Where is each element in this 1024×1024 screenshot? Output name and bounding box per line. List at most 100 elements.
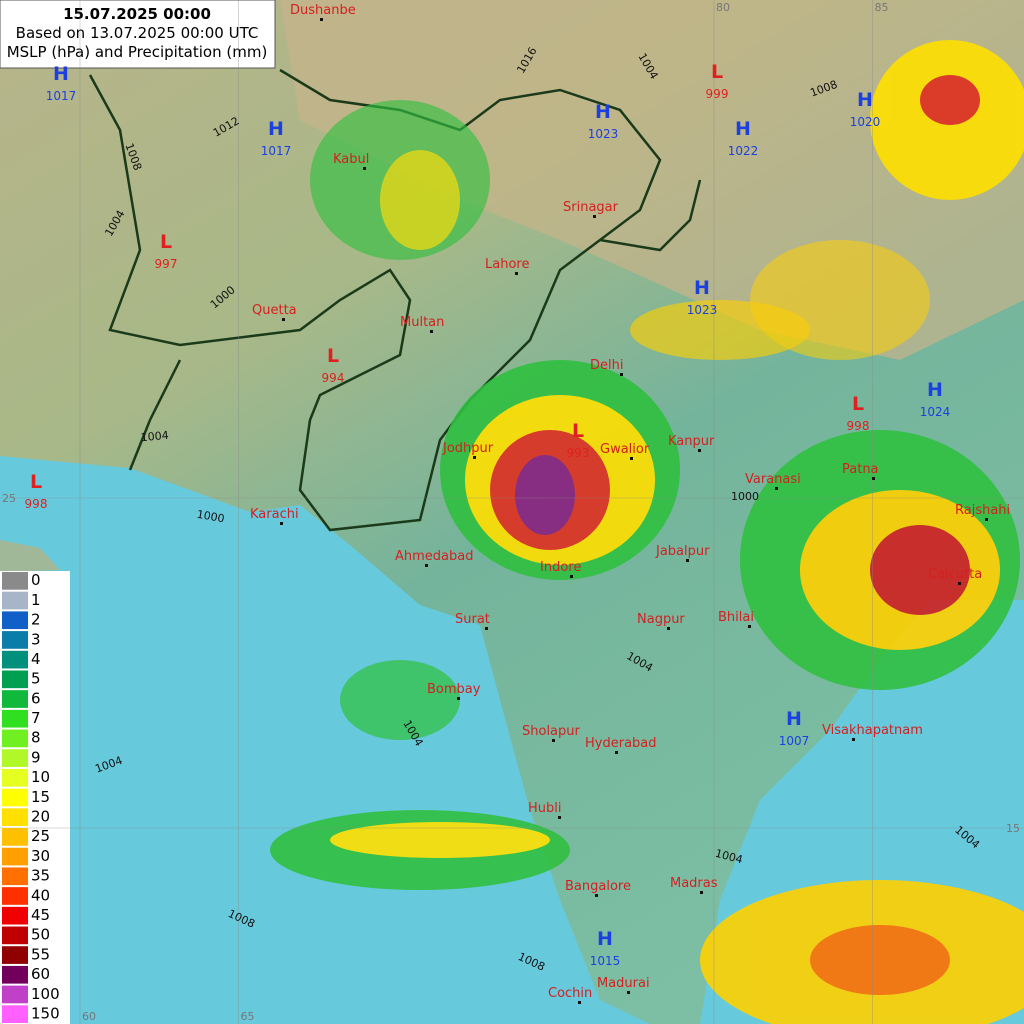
legend-label: 7	[31, 709, 41, 727]
pressure-value: 994	[322, 371, 345, 385]
city-marker	[485, 627, 488, 630]
city-label: Visakhapatnam	[822, 723, 923, 738]
city-marker	[985, 518, 988, 521]
legend-label: 0	[31, 571, 41, 589]
legend-label: 25	[31, 827, 50, 845]
legend-swatch	[2, 572, 28, 590]
city-label: Karachi	[250, 507, 299, 522]
city-marker	[430, 330, 433, 333]
city-marker	[775, 487, 778, 490]
city-label: Sholapur	[522, 724, 581, 739]
legend-swatch	[2, 867, 28, 886]
city-marker	[282, 318, 285, 321]
legend-label: 35	[31, 867, 50, 885]
isobar-label: 1000	[731, 490, 759, 503]
legend-label: 5	[31, 670, 41, 688]
legend-swatch	[2, 650, 28, 669]
pressure-value: 1017	[46, 89, 77, 103]
legend-label: 1	[31, 591, 41, 609]
legend-swatch	[2, 965, 28, 984]
legend-label: 10	[31, 768, 50, 786]
city-marker	[593, 215, 596, 218]
city-label: Bhilai	[718, 610, 754, 625]
city-label: Madurai	[597, 976, 650, 991]
city-label: Bombay	[427, 682, 481, 697]
city-marker	[615, 751, 618, 754]
city-label: Quetta	[252, 303, 297, 318]
legend-label: 2	[31, 611, 41, 629]
pressure-letter: L	[30, 471, 42, 493]
city-label: Patna	[842, 462, 879, 477]
city-label: Delhi	[590, 358, 623, 373]
legend-label: 9	[31, 748, 41, 766]
city-marker	[852, 738, 855, 741]
pressure-value: 1015	[590, 954, 621, 968]
longitude-label: 60	[82, 1010, 96, 1023]
legend-label: 60	[31, 965, 50, 983]
legend-swatch	[2, 985, 28, 1004]
legend-swatch	[2, 847, 28, 866]
pressure-value: 1017	[261, 144, 292, 158]
city-label: Cochin	[548, 986, 592, 1001]
legend-label: 40	[31, 886, 50, 904]
pressure-letter: H	[597, 928, 613, 950]
legend-swatch	[2, 591, 28, 610]
city-marker	[700, 891, 703, 894]
city-label: Nagpur	[637, 612, 685, 627]
legend-label: 3	[31, 630, 41, 648]
legend-label: 50	[31, 926, 50, 944]
header-box	[0, 0, 276, 69]
legend-swatch	[2, 709, 28, 728]
legend-label: 4	[31, 650, 41, 668]
city-label: Surat	[455, 612, 490, 627]
precipitation	[270, 40, 1024, 1024]
city-label: Hyderabad	[585, 736, 657, 751]
city-marker	[620, 373, 623, 376]
legend-swatch	[2, 631, 28, 649]
city-marker	[667, 627, 670, 630]
pressure-value: 1023	[687, 303, 718, 317]
pressure-value: 1007	[779, 734, 810, 748]
city-label: Lahore	[485, 257, 529, 272]
city-marker	[686, 559, 689, 562]
city-marker	[630, 457, 633, 460]
pressure-letter: L	[852, 393, 864, 415]
title: 15.07.2025 00:00	[63, 5, 211, 23]
pressure-value: 997	[155, 257, 178, 271]
city-label: Hubli	[528, 801, 562, 816]
legend-label: 20	[31, 808, 50, 826]
city-label: Jodhpur	[442, 441, 494, 456]
city-marker	[958, 582, 961, 585]
legend-swatch	[2, 808, 28, 827]
city-marker	[363, 167, 366, 170]
city-label: Jabalpur	[655, 544, 710, 559]
pressure-letter: H	[595, 101, 611, 123]
city-marker	[698, 449, 701, 452]
legend-label: 45	[31, 906, 50, 924]
city-marker	[872, 477, 875, 480]
pressure-letter: L	[572, 420, 584, 442]
legend-label: 100	[31, 985, 60, 1003]
city-marker	[457, 697, 460, 700]
legend-label: 55	[31, 945, 50, 963]
pressure-value: 1024	[920, 405, 951, 419]
pressure-letter: H	[268, 118, 284, 140]
legend-label: 150	[31, 1004, 60, 1022]
caption: MSLP (hPa) and Precipitation (mm)	[7, 43, 268, 61]
pressure-letter: H	[857, 89, 873, 111]
city-label: Calcutta	[928, 567, 982, 582]
legend-swatch	[2, 887, 28, 905]
city-label: Kabul	[333, 152, 369, 167]
city-marker	[570, 575, 573, 578]
pressure-letter: H	[735, 118, 751, 140]
pressure-value: 999	[706, 87, 729, 101]
pressure-letter: H	[694, 277, 710, 299]
legend-swatch	[2, 729, 28, 748]
legend-swatch	[2, 906, 28, 925]
city-label: Srinagar	[563, 200, 619, 215]
isobar-label: 1000	[196, 508, 226, 526]
city-marker	[627, 991, 630, 994]
legend-swatch	[2, 768, 28, 787]
